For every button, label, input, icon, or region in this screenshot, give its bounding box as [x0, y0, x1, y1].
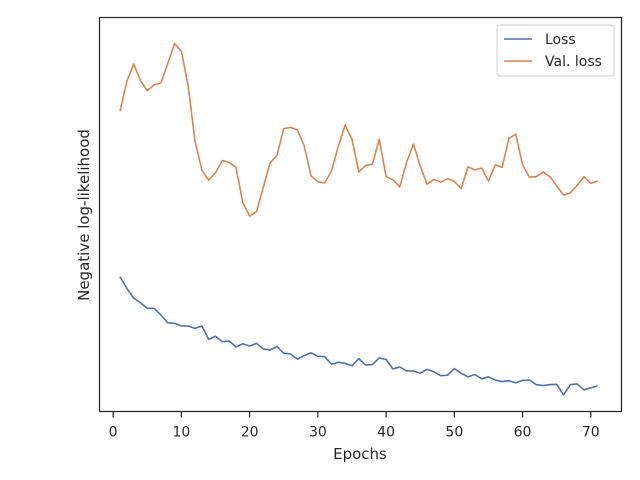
series-group — [119, 42, 598, 396]
x-tick-label: 60 — [514, 425, 532, 441]
x-axis-ticks: 0 10 20 30 40 50 60 70 — [109, 411, 600, 441]
series-line-val-loss — [119, 42, 598, 217]
y-axis-title: Negative log-likelihood — [75, 129, 93, 301]
legend: Loss Val. loss — [496, 24, 615, 77]
series-line-loss — [119, 276, 598, 396]
x-tick-label: 40 — [377, 425, 395, 441]
x-tick-label: 50 — [445, 425, 463, 441]
legend-box — [496, 24, 615, 77]
x-axis-title: Epochs — [333, 445, 387, 463]
legend-label-loss: Loss — [545, 32, 576, 48]
x-tick-label: 30 — [309, 425, 327, 441]
x-tick-label: 70 — [582, 425, 600, 441]
x-tick-label: 10 — [172, 425, 190, 441]
legend-label-val-loss: Val. loss — [545, 54, 602, 70]
plot-frame — [98, 16, 623, 413]
x-tick-label: 20 — [241, 425, 259, 441]
x-tick-label: 0 — [109, 425, 118, 441]
